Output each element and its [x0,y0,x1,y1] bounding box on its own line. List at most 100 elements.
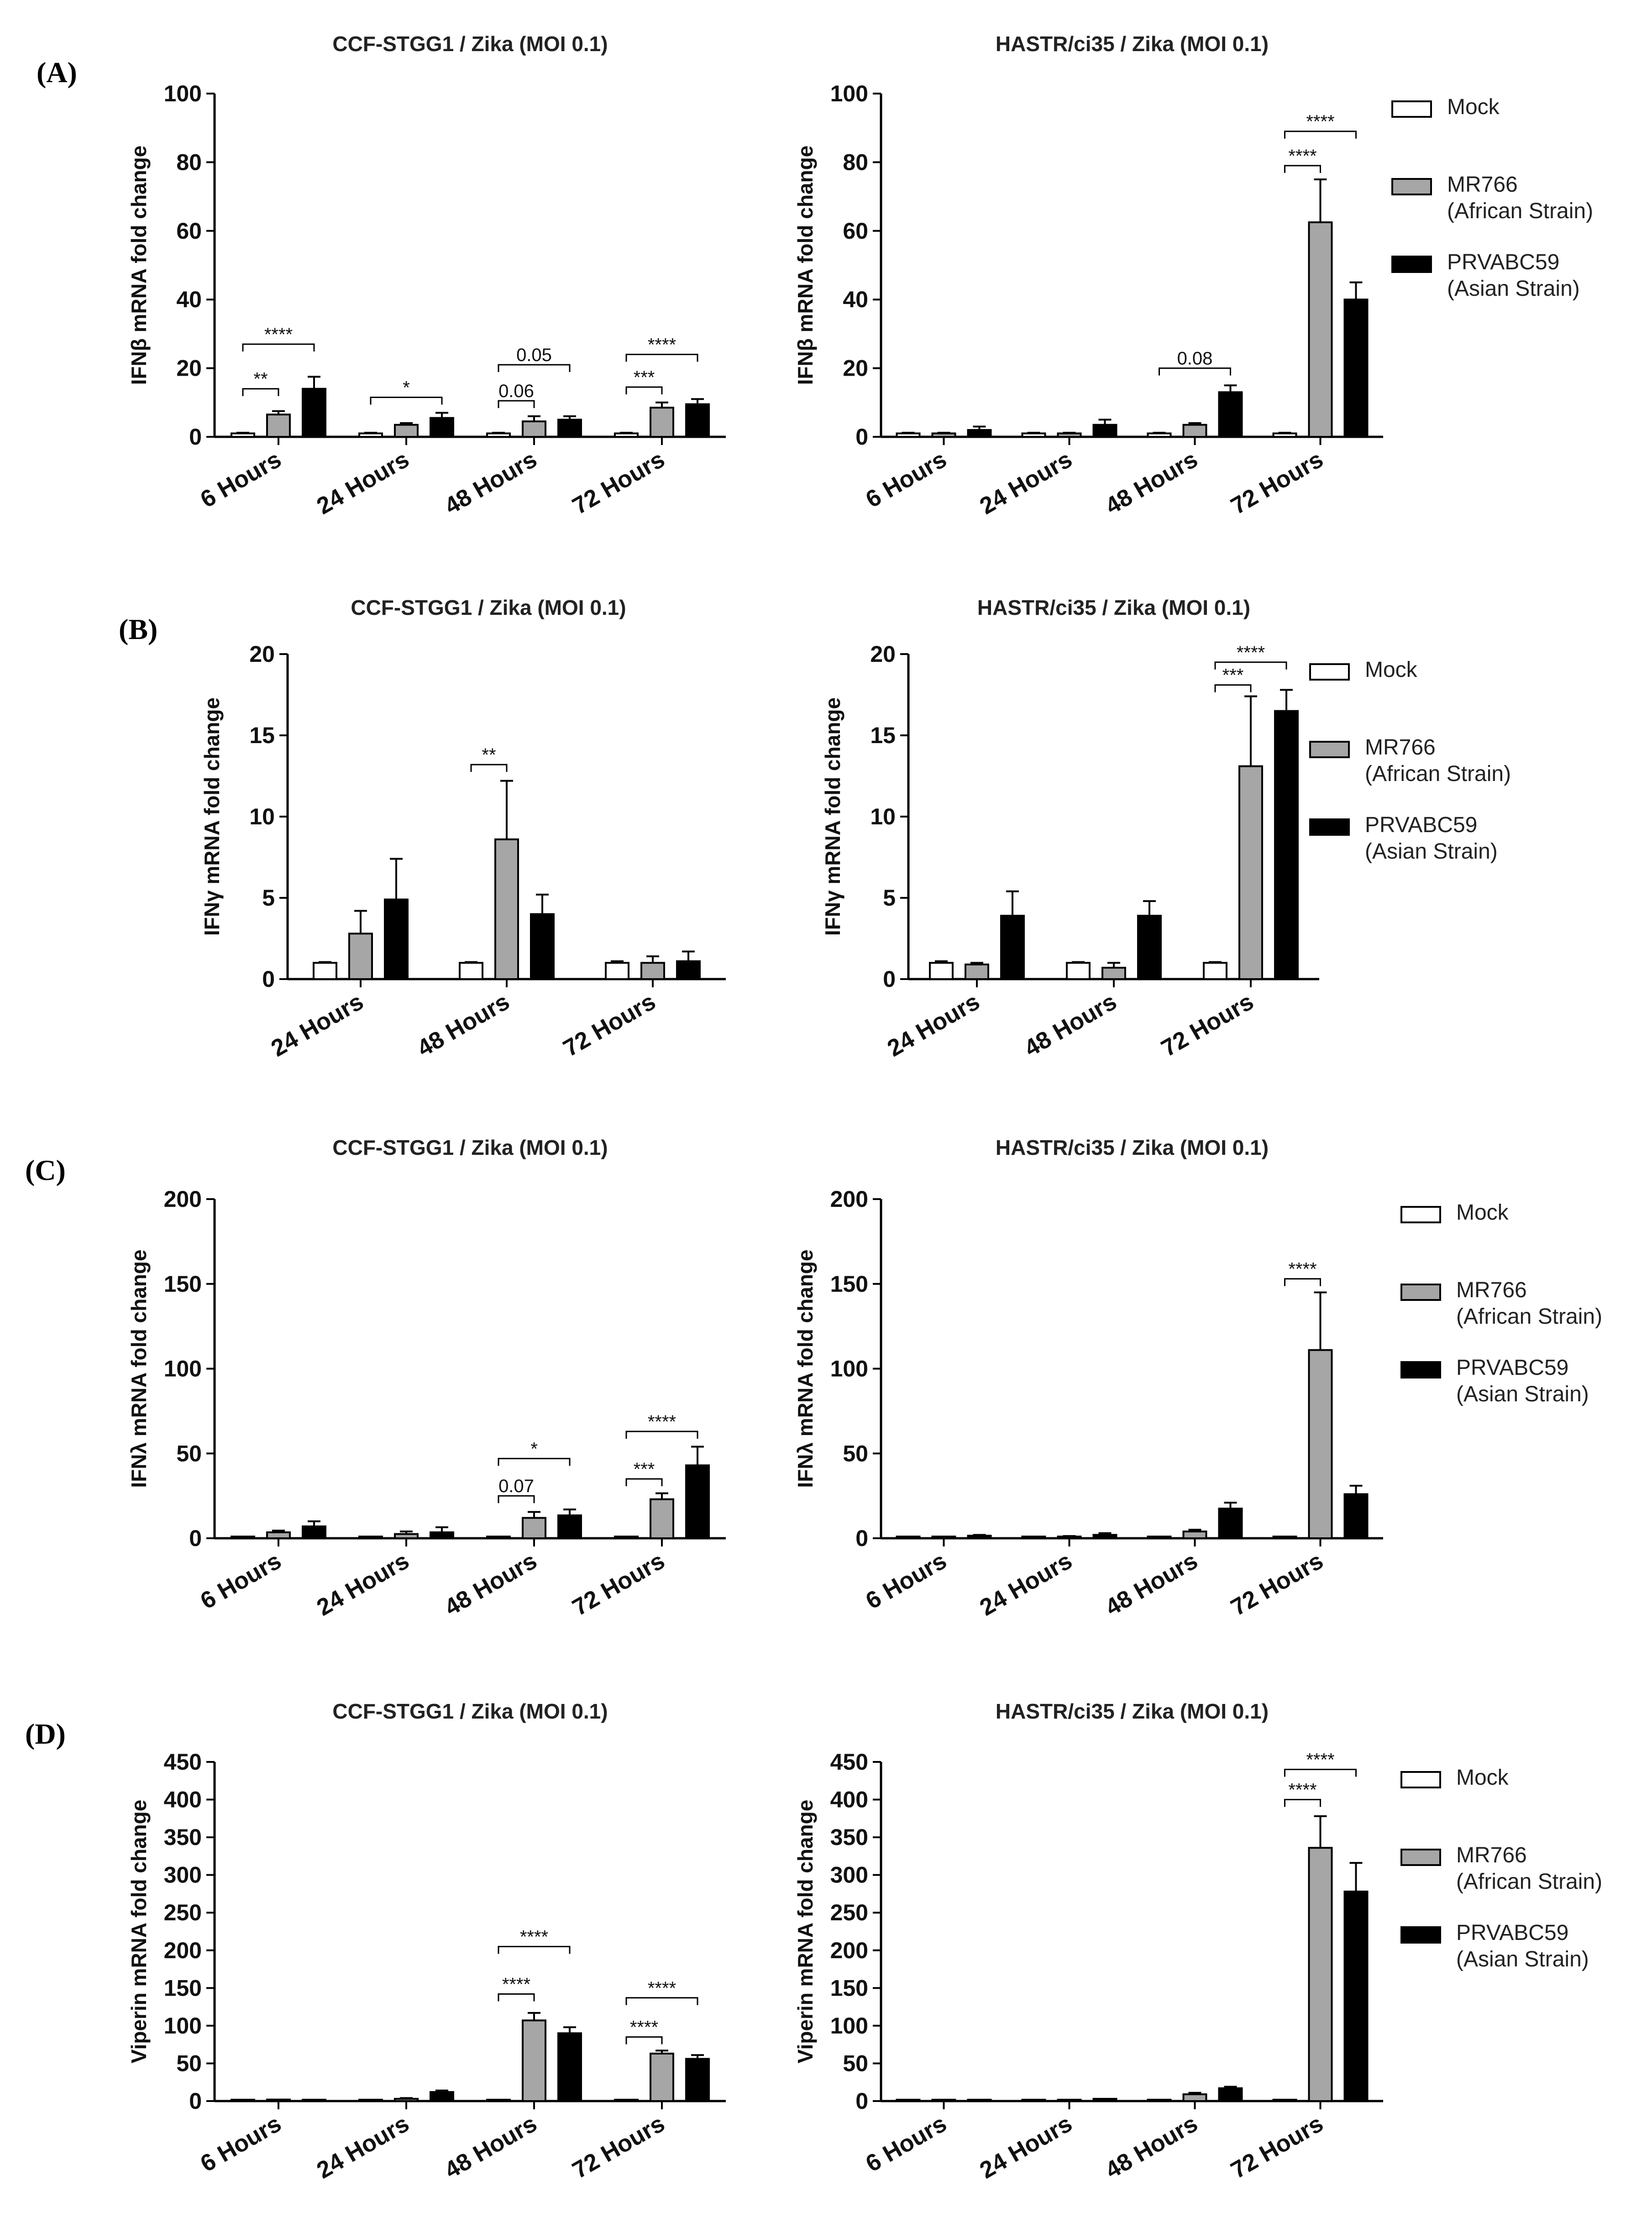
y-tick-label: 100 [830,1356,868,1382]
bar-mr766 [394,424,419,438]
bar-prvabc59 [430,2091,454,2102]
chart-title: CCF-STGG1 / Zika (MOI 0.1) [332,1136,608,1159]
y-tick-label: 0 [189,2088,202,2114]
bar-prvabc59 [685,403,710,438]
x-tick-label: 48 Hours [1101,1547,1202,1621]
x-tick-label: 6 Hours [196,1547,286,1614]
bar-mr766 [931,432,956,438]
significance-label: *** [634,1459,655,1479]
bar-prvabc59 [967,2099,992,2102]
y-tick-label: 150 [830,1271,868,1297]
significance-bracket [625,354,698,362]
legend-swatch [1391,178,1432,195]
y-tick-label: 0 [883,966,896,992]
y-tick-label: 450 [830,1749,868,1775]
significance-bracket [625,386,663,394]
legend-label-sub: (Asian Strain) [1365,839,1498,864]
bar-prvabc59 [430,1531,454,1540]
bar-mr766 [965,963,989,980]
y-tick-label: 40 [843,287,868,312]
x-tick-label: 72 Hours [559,988,660,1062]
legend-label-sub: (African Strain) [1447,199,1593,223]
panel-label: (C) [25,1154,66,1186]
bar-prvabc59 [384,898,409,980]
x-tick-label: 48 Hours [440,2110,541,2184]
bar-mock [1066,962,1091,980]
significance-label: **** [264,325,293,345]
significance-bracket [242,388,279,396]
legend-label: Mock [1447,95,1500,119]
significance-label: **** [1288,1259,1316,1279]
significance-label: **** [648,1412,676,1432]
bar-mr766 [1308,1847,1333,2102]
bar-mr766 [1101,967,1126,980]
significance-bracket [498,1495,535,1504]
significance-bracket [625,2036,663,2044]
bar-mock [605,962,629,980]
bar-mock [358,432,383,438]
chart-panel-3: HASTR/ci35 / Zika (MOI 0.1) IFNγ mRNA fol… [821,596,1511,1062]
y-tick-label: 40 [176,287,202,312]
bar-mr766 [266,414,291,438]
y-tick-label: 200 [164,1186,202,1212]
y-tick-label: 60 [843,218,868,244]
legend-label: PRVABC59 [1456,1356,1568,1380]
significance-label: *** [1222,666,1244,686]
bar-mr766 [931,2099,956,2102]
bar-prvabc59 [530,913,555,980]
bar-mock [896,2099,921,2102]
y-tick-label: 100 [164,2013,202,2039]
significance-label: **** [648,1978,676,1998]
x-tick-label: 6 Hours [861,1547,951,1614]
y-tick-label: 250 [830,1900,868,1925]
x-tick-label: 72 Hours [568,2110,669,2184]
y-tick-label: 20 [843,356,868,381]
significance-label: ** [482,745,496,765]
legend: Mock MR766(African Strain) PRVABC59 (Asian … [1391,95,1593,301]
y-tick-label: 5 [883,885,896,911]
legend-swatch [1309,741,1350,758]
significance-label: **** [1306,1750,1334,1770]
y-axis-label: Viperin mRNA fold change [793,1800,817,2064]
significance-label: 0.05 [516,345,552,365]
y-tick-label: 10 [870,804,896,829]
y-tick-label: 20 [870,641,896,667]
chart-title: CCF-STGG1 / Zika (MOI 0.1) [332,1699,608,1723]
y-tick-label: 20 [176,356,202,381]
significance-bracket [498,400,535,409]
bar-prvabc59 [557,1514,582,1539]
significance-label: * [403,378,410,398]
bar-mock [1021,1536,1046,1539]
bar-mock [1021,2099,1046,2102]
x-tick-label: 6 Hours [196,446,286,513]
bar-mr766 [1182,1530,1207,1539]
bar-mock [614,2099,639,2102]
bar-prvabc59 [1000,915,1025,980]
significance-bracket [1284,131,1357,139]
bar-mock [1021,432,1046,438]
legend-label: MR766 [1447,173,1518,197]
legend-label-sub: (Asian Strain) [1456,1382,1589,1406]
bar-prvabc59 [967,1535,992,1539]
bar-prvabc59 [967,429,992,438]
y-axis-label: IFNγ mRNA fold change [200,697,224,936]
x-tick-label: 24 Hours [312,2110,414,2184]
bar-mr766 [1308,221,1333,438]
y-tick-label: 200 [164,1938,202,1963]
y-axis-label: IFNλ mRNA fold change [127,1249,151,1488]
bar-prvabc59 [1218,1507,1243,1540]
chart-title: HASTR/ci35 / Zika (MOI 0.1) [996,32,1269,56]
bar-prvabc59 [1092,424,1117,438]
x-tick-label: 72 Hours [1227,2110,1328,2184]
bar-mock [614,432,639,438]
y-tick-label: 150 [830,1975,868,2001]
legend-label-sub: (Asian Strain) [1447,277,1580,301]
x-tick-label: 24 Hours [312,446,414,519]
y-tick-label: 20 [249,641,275,667]
bar-prvabc59 [1218,391,1243,438]
significance-label: **** [1288,146,1316,166]
bar-mr766 [348,933,373,980]
bar-mr766 [650,2052,674,2102]
bar-mr766 [1238,765,1263,980]
significance-label: 0.07 [498,1476,534,1496]
